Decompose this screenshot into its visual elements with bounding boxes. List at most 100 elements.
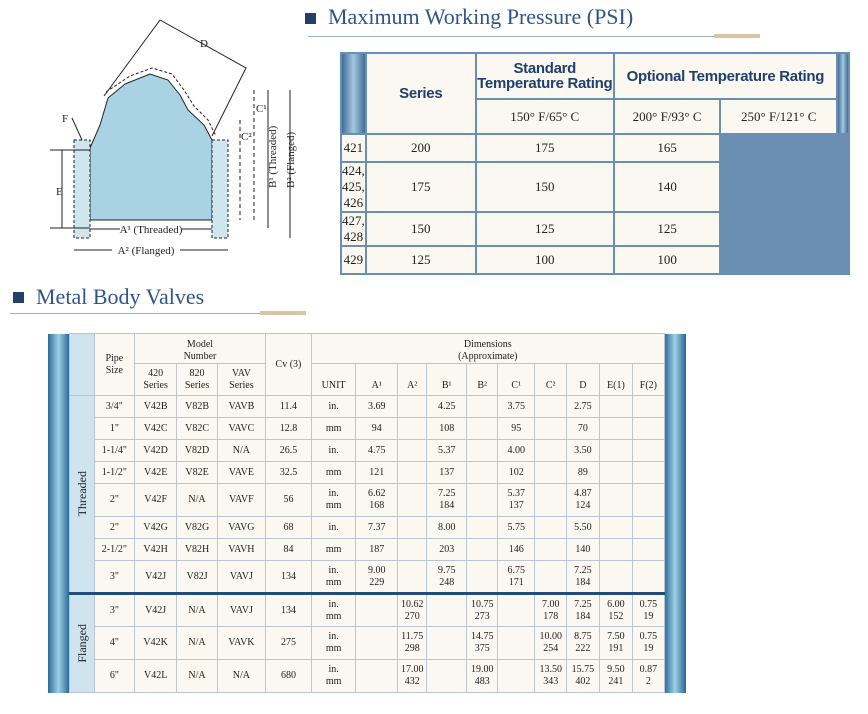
- cell-line: mm: [325, 610, 342, 622]
- cell-text: 12.8: [279, 422, 298, 434]
- valve-cell: 6.62 168: [355, 483, 399, 517]
- header-column: UNIT: [310, 363, 357, 396]
- cell-line: Model: [186, 339, 214, 350]
- header-line: Temperature Rating: [477, 75, 613, 92]
- cell-line: 5.37: [507, 488, 525, 499]
- cell-line: 273: [474, 610, 490, 622]
- valve-cell: VAVJ: [216, 560, 266, 594]
- cell-text: VAVH: [228, 543, 255, 555]
- cell-text: 140: [575, 543, 591, 555]
- valve-cell: 4": [93, 626, 135, 660]
- cell-line: 820: [189, 367, 205, 379]
- valve-cell: [397, 516, 428, 539]
- cell-text: V42J: [145, 604, 167, 616]
- cell-line: 184: [575, 576, 591, 588]
- cell-line: (Approximate): [458, 351, 518, 362]
- valve-cell: VAVE: [216, 461, 266, 484]
- cell-text: V42E: [143, 466, 168, 478]
- valve-cell: in. mm: [310, 592, 357, 627]
- valve-cell: 70: [566, 417, 600, 440]
- cell-text: 56: [283, 494, 294, 505]
- cell-line: mm: [325, 676, 342, 687]
- pressure-cell: 125: [476, 213, 613, 245]
- valve-cell: 0.75 19: [632, 592, 665, 627]
- valve-cell: V42D: [133, 439, 178, 462]
- valve-cell: [632, 560, 665, 594]
- valve-cell: V82C: [176, 417, 218, 440]
- valve-cell: 108: [426, 417, 468, 440]
- cell-line: Dimensions: [463, 339, 512, 350]
- cell-text: mm: [325, 466, 342, 478]
- cell-text: 275: [280, 637, 296, 648]
- valve-cell: 5.37: [426, 439, 468, 462]
- cell-line: 7.25: [574, 598, 592, 610]
- valve-cell: [632, 395, 665, 418]
- cell-line: 229: [369, 576, 385, 588]
- valve-cell: [466, 417, 499, 440]
- header-series: 420 Series: [133, 363, 178, 396]
- cell-line: Series: [184, 379, 210, 391]
- valve-row: 3" V42J V82J VAVJ 134 in. mm 9.00 229 9.75 248 6.75…: [48, 560, 686, 594]
- label-f: F: [62, 113, 68, 125]
- valve-cell: 5.75: [497, 516, 536, 539]
- valve-cell: V82G: [176, 516, 218, 539]
- valve-cell: 11.75 298: [397, 626, 428, 660]
- group-name: Flanged: [74, 624, 89, 663]
- header-series: Series: [366, 54, 475, 133]
- valve-cell: 8.75 222: [566, 626, 600, 660]
- cell-text: N/A: [188, 670, 206, 681]
- valve-cell: in. mm: [310, 560, 357, 594]
- cell-line: in.: [328, 564, 339, 576]
- cell-text: 3.75: [507, 400, 525, 412]
- cell-text: VAVJ: [229, 570, 253, 582]
- cell-line: 17.00: [400, 664, 424, 675]
- valve-cell: [632, 417, 665, 440]
- cell-line: Pipe: [105, 352, 124, 364]
- cell-text: 1-1/2": [101, 466, 127, 478]
- cell-line: 178: [543, 610, 559, 622]
- cell-text: 3.50: [574, 444, 592, 456]
- flange-left: [73, 139, 91, 239]
- valve-cell: in. mm: [310, 483, 357, 517]
- valve-cell: [497, 626, 536, 660]
- cell-line: in.: [328, 598, 339, 610]
- valve-cell: VAVH: [216, 538, 266, 561]
- valve-cell: 3.69: [355, 395, 399, 418]
- valve-cell: [534, 516, 568, 539]
- pressure-row: 427, 428 150 125 125: [342, 213, 848, 245]
- cell-line: in.: [328, 631, 339, 642]
- header-series: VAV Series: [216, 363, 266, 396]
- cell-text: VAVG: [228, 521, 255, 533]
- valve-cell: 2": [93, 516, 135, 539]
- header-column: B¹: [426, 363, 468, 396]
- cell-text: V82E: [185, 466, 209, 478]
- header-pipe-size: Pipe Size: [93, 333, 135, 396]
- valve-cell: [598, 538, 634, 561]
- cell-text: V82H: [184, 543, 210, 555]
- valve-cell: 11.4: [264, 395, 312, 418]
- valve-cell: 68: [264, 516, 312, 539]
- cell-line: 375: [474, 643, 490, 654]
- cell-line: 184: [439, 500, 455, 511]
- cell-text: 3/4": [105, 400, 123, 412]
- pressure-cell: 200: [366, 135, 475, 161]
- temp: 150° F/65° C: [476, 100, 613, 133]
- valve-cell: [598, 417, 634, 440]
- cell-line: 15.75: [571, 664, 595, 675]
- valve-cell: [598, 439, 634, 462]
- cell-line: 11.75: [401, 631, 424, 642]
- title-rule: [308, 36, 758, 37]
- cell-text: 1": [109, 422, 119, 434]
- pressure-cell: 125: [366, 247, 475, 273]
- stripe: [838, 54, 848, 133]
- valve-cell: V82J: [176, 560, 218, 594]
- cell-line: 7.50: [607, 631, 625, 642]
- cell-line: mm: [325, 500, 342, 511]
- valve-cell: 1": [93, 417, 135, 440]
- cell-line: 248: [439, 576, 455, 588]
- valve-row: 2-1/2" V42H V82H VAVH 84 mm 187 203 146 140: [48, 538, 686, 561]
- flange-right: [211, 139, 229, 239]
- valve-cell: V82B: [176, 395, 218, 418]
- cell-text: V82D: [184, 444, 210, 456]
- cell-text: V42J: [145, 570, 167, 582]
